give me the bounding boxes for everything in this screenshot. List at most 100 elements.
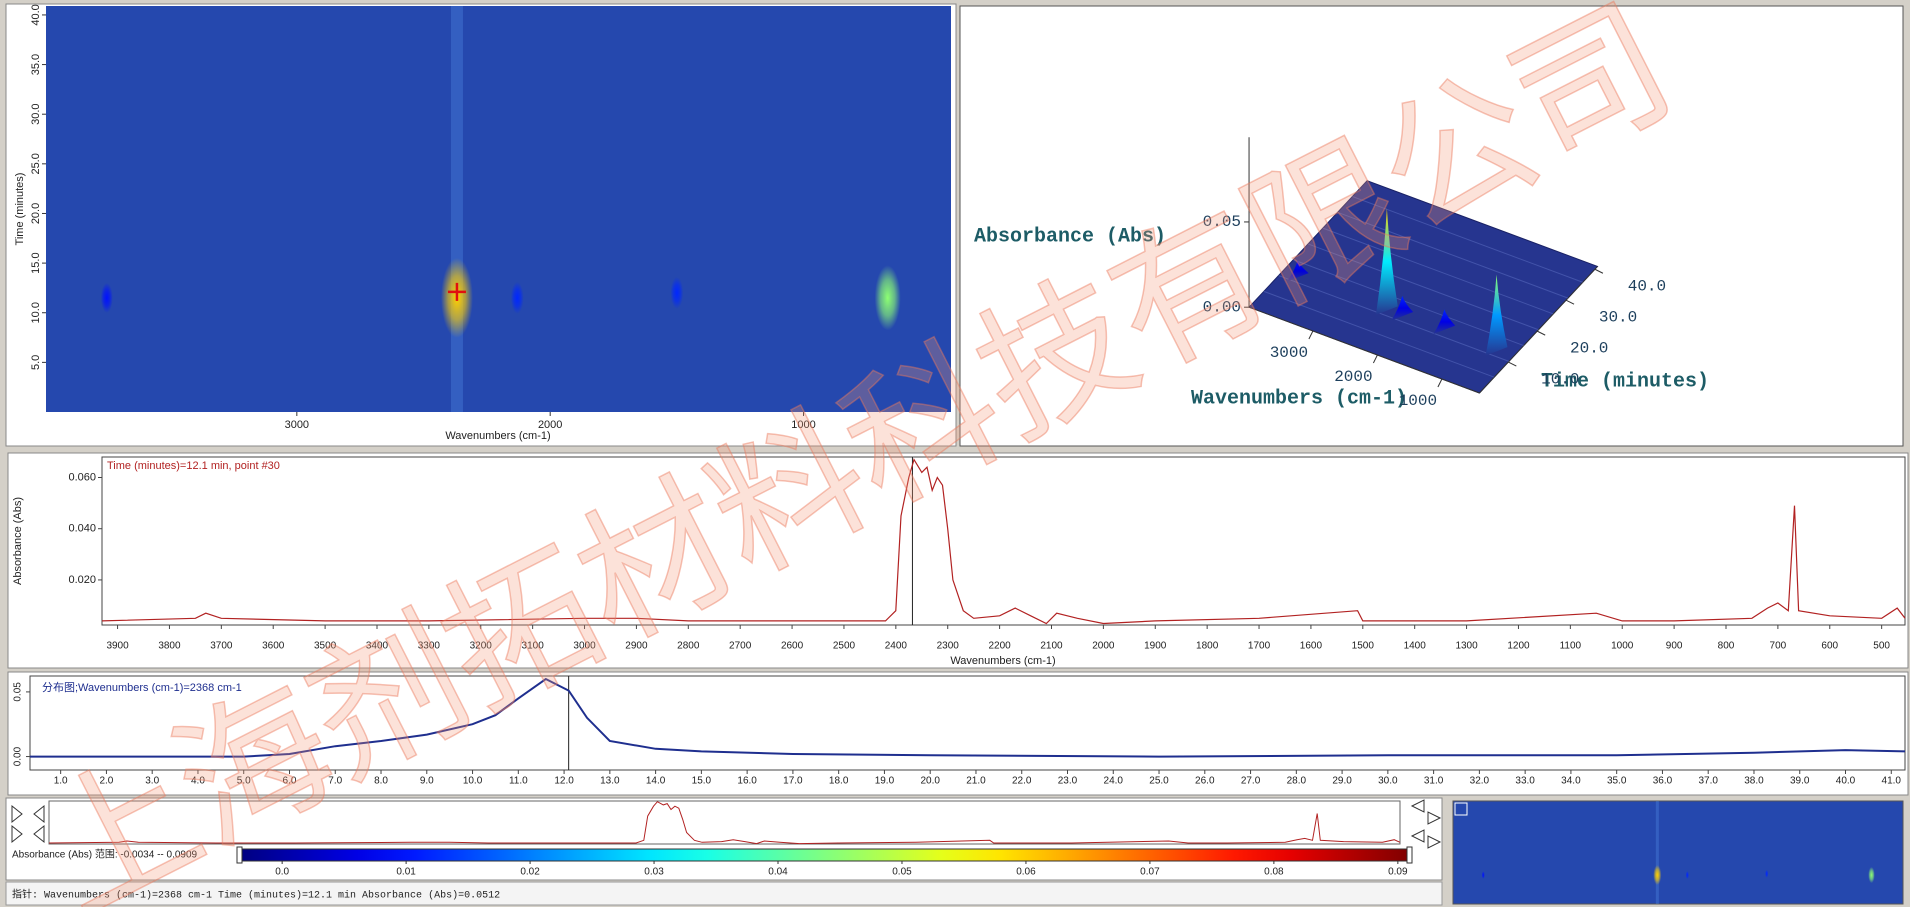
x-tick-label: 26.0 xyxy=(1195,776,1215,787)
x-tick-label: 7.0 xyxy=(328,776,342,787)
x-tick-label: 3900 xyxy=(106,641,129,652)
x-tick-label: 1200 xyxy=(1507,641,1530,652)
heatmap-area xyxy=(46,6,951,412)
x-tick-label: 13.0 xyxy=(600,776,620,787)
x-tick-label: 37.0 xyxy=(1698,776,1718,787)
spot-column xyxy=(450,6,463,412)
y-tick-label: 5.0 xyxy=(30,355,42,370)
x-tick-label: 2100 xyxy=(1040,641,1063,652)
x-tick-label: 1.0 xyxy=(54,776,68,787)
colorbar-label: Absorbance (Abs) 范围: -0.0034 -- 0.0909 xyxy=(12,848,198,861)
heat-spot xyxy=(1653,865,1662,886)
thumbnail-frame xyxy=(1454,802,1468,816)
x-tick-label: 3400 xyxy=(366,641,389,652)
x-tick-label: 19.0 xyxy=(875,776,895,787)
spectrum-y-label: Absorbance (Abs) xyxy=(12,497,24,585)
view3d-z-label: Absorbance (Abs) xyxy=(974,225,1166,248)
x-tick-label: 23.0 xyxy=(1058,776,1078,787)
x-tick-label: 2000 xyxy=(538,419,562,431)
colorbar-tick-label: 0.04 xyxy=(768,867,788,878)
x-tick-label: 11.0 xyxy=(509,776,528,787)
x-tick-label: 4.0 xyxy=(191,776,205,787)
y-tick-3d xyxy=(1594,268,1604,274)
x-tick-label: 30.0 xyxy=(1378,776,1398,787)
x-tick-label: 3200 xyxy=(470,641,493,652)
x-tick-label: 32.0 xyxy=(1470,776,1490,787)
y-tick-label: 10.0 xyxy=(30,302,42,323)
x-tick-label-3d: 1000 xyxy=(1399,392,1437,410)
x-tick-label: 31.0 xyxy=(1424,776,1444,787)
surface-ridge xyxy=(1322,227,1554,315)
x-tick-label: 29.0 xyxy=(1332,776,1352,787)
x-tick-label: 2.0 xyxy=(99,776,113,787)
x-tick-label: 1800 xyxy=(1196,641,1219,652)
x-tick-label: 500 xyxy=(1873,641,1890,652)
x-axis-3d xyxy=(1248,306,1480,394)
colorbar-tick-label: 0.05 xyxy=(892,867,912,878)
heatmap-y-label: Time (minutes) xyxy=(14,173,26,246)
x-tick-3d xyxy=(1372,354,1378,364)
y-tick-label-3d: 30.0 xyxy=(1599,308,1637,326)
spectrum-annotation: Time (minutes)=12.1 min, point #30 xyxy=(107,460,280,472)
surface-peak xyxy=(1375,208,1398,315)
x-tick-label: 3000 xyxy=(285,419,309,431)
colorbar-handle[interactable] xyxy=(236,846,243,864)
surface-ridge xyxy=(1352,196,1583,283)
x-tick-label: 2200 xyxy=(988,641,1011,652)
x-tick-label: 6.0 xyxy=(283,776,297,787)
surface-ridge xyxy=(1263,290,1495,378)
plot-frame xyxy=(101,456,1906,626)
x-tick-label: 3700 xyxy=(210,641,233,652)
x-tick-label: 2900 xyxy=(625,641,648,652)
x-tick-label: 40.0 xyxy=(1836,776,1856,787)
x-tick-label: 2000 xyxy=(1092,641,1115,652)
heat-spot xyxy=(100,282,113,313)
x-tick-label: 2300 xyxy=(937,641,960,652)
colorbar-tick-label: 0.01 xyxy=(396,867,416,878)
y-tick-3d xyxy=(1508,361,1517,367)
x-tick-label: 2400 xyxy=(885,641,908,652)
heat-spot xyxy=(670,276,684,309)
y-tick-label: 20.0 xyxy=(30,203,42,224)
status-text: 指针: Wavenumbers (cm-1)=2368 cm-1 Time (m… xyxy=(12,888,500,902)
x-tick-label: 10.0 xyxy=(463,776,483,787)
nav-left-icon[interactable] xyxy=(11,804,45,844)
spectrum-x-label: Wavenumbers (cm-1) xyxy=(950,655,1055,667)
colorbar-handle[interactable] xyxy=(1406,846,1413,864)
x-tick-label: 600 xyxy=(1821,641,1838,652)
x-tick-label: 3800 xyxy=(158,641,181,652)
heat-spot xyxy=(1685,871,1689,880)
y-tick-label: 30.0 xyxy=(30,103,42,124)
x-tick-label: 41.0 xyxy=(1882,776,1902,787)
nav-right-icon[interactable] xyxy=(1410,799,1442,849)
x-tick-label: 16.0 xyxy=(737,776,757,787)
status-bar xyxy=(5,881,1443,906)
x-tick-label: 3.0 xyxy=(145,776,159,787)
overview-line xyxy=(48,801,1401,845)
y-tick-label: 0.040 xyxy=(68,523,96,535)
spectrum-panel xyxy=(7,452,1909,669)
profile-line xyxy=(30,677,1906,758)
surface-peak xyxy=(1485,274,1508,356)
surface-peak xyxy=(1286,260,1309,282)
x-tick-label: 9.0 xyxy=(420,776,434,787)
y-tick-label-3d: 40.0 xyxy=(1628,277,1666,295)
y-tick-3d xyxy=(1565,299,1575,305)
heatmap-x-label: Wavenumbers (cm-1) xyxy=(445,430,550,442)
x-tick-label: 21.0 xyxy=(966,776,986,787)
plot-frame xyxy=(29,675,1906,771)
x-tick-label: 2700 xyxy=(729,641,752,652)
heat-spot xyxy=(1481,871,1485,879)
x-tick-label: 1000 xyxy=(791,419,815,431)
x-tick-label: 20.0 xyxy=(920,776,940,787)
x-tick-label: 3500 xyxy=(314,641,337,652)
y-tick-label: 40.0 xyxy=(30,4,42,25)
x-tick-label: 38.0 xyxy=(1744,776,1764,787)
thumbnail[interactable] xyxy=(1452,800,1904,905)
x-tick-label: 3000 xyxy=(573,641,596,652)
view3d-y-label: Time (minutes) xyxy=(1541,370,1709,393)
x-tick-label: 800 xyxy=(1718,641,1735,652)
x-tick-label: 18.0 xyxy=(829,776,849,787)
y-tick-label-3d: 10.0 xyxy=(1541,370,1579,388)
overview-panel xyxy=(5,797,1443,881)
